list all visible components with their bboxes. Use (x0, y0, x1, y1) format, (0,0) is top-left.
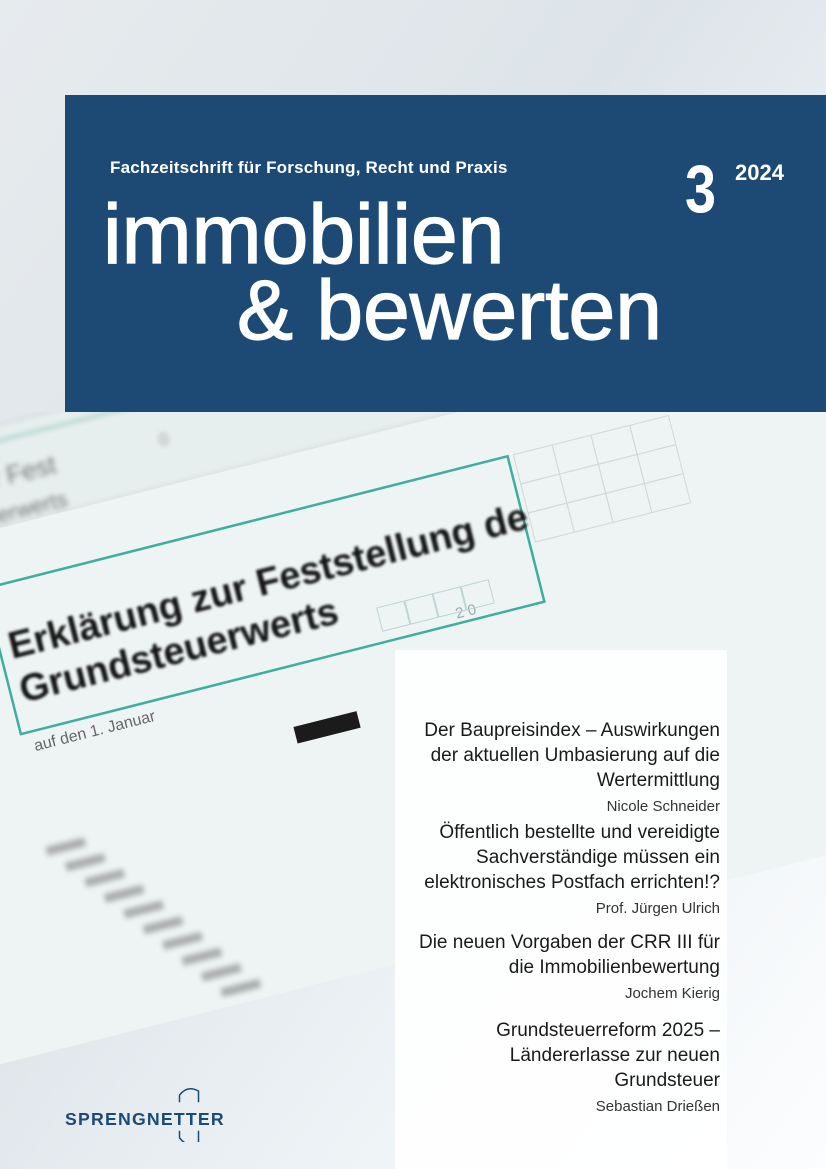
svg-text:SPRENGNETTER: SPRENGNETTER (65, 1109, 225, 1129)
